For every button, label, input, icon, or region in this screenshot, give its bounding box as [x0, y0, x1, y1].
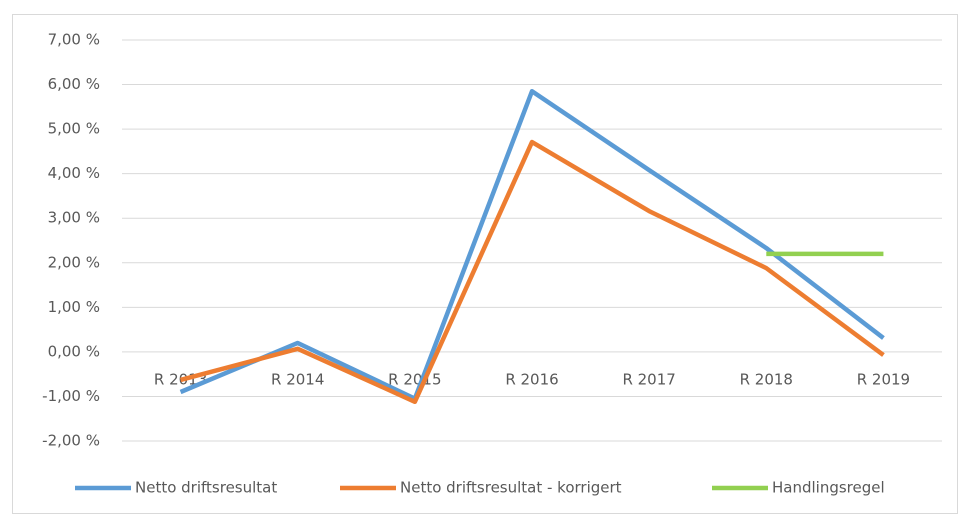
y-tick-label: 6,00 %	[48, 75, 100, 93]
y-tick-label: -1,00 %	[42, 387, 100, 405]
x-tick-label: R 2019	[857, 371, 910, 389]
y-tick-label: 0,00 %	[48, 342, 100, 360]
x-tick-label: R 2015	[388, 371, 441, 389]
x-tick-label: R 2018	[740, 371, 793, 389]
y-tick-label: 7,00 %	[48, 31, 100, 49]
y-tick-label: 4,00 %	[48, 164, 100, 182]
legend-label: Netto driftsresultat	[135, 479, 277, 497]
series-line	[179, 139, 885, 405]
series-line	[179, 88, 885, 401]
x-tick-label: R 2017	[622, 371, 675, 389]
chart-border	[12, 14, 958, 514]
x-tick-label: R 2016	[505, 371, 558, 389]
x-tick-label: R 2014	[271, 371, 324, 389]
y-tick-label: 5,00 %	[48, 120, 100, 138]
y-tick-label: 1,00 %	[48, 298, 100, 316]
y-tick-label: -2,00 %	[42, 432, 100, 450]
legend-label: Netto driftsresultat - korrigert	[400, 479, 622, 497]
legend-label: Handlingsregel	[772, 479, 885, 497]
y-tick-label: 2,00 %	[48, 253, 100, 271]
y-tick-label: 3,00 %	[48, 209, 100, 227]
